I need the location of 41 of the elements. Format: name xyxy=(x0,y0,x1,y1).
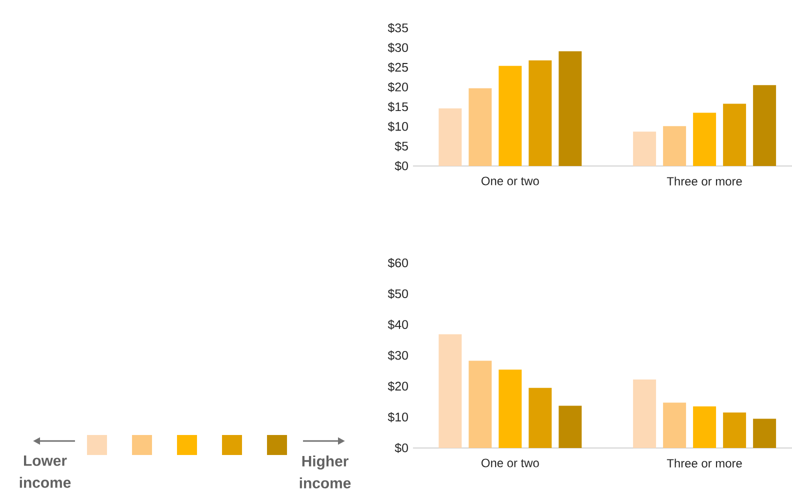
x-tick-label: Three or more xyxy=(666,176,742,186)
bar xyxy=(528,60,552,166)
x-tick-label: One or two xyxy=(482,458,539,468)
bar xyxy=(753,418,776,448)
y-tick-label: $10 xyxy=(388,122,408,132)
bar xyxy=(558,51,582,166)
bar xyxy=(498,66,522,166)
x-tick-label: Three or more xyxy=(666,458,742,468)
y-tick-label: $10 xyxy=(388,412,408,422)
bar xyxy=(663,126,686,166)
bar xyxy=(468,88,492,166)
y-tick-label: $35 xyxy=(388,22,408,34)
x-tick-label: One or two xyxy=(482,176,539,186)
bar xyxy=(438,108,462,166)
bar xyxy=(723,412,746,448)
y-tick-label: $30 xyxy=(388,350,408,361)
bar xyxy=(693,112,716,166)
bar xyxy=(528,388,552,448)
bar xyxy=(723,104,746,166)
y-tick-label: $30 xyxy=(388,42,408,53)
y-tick-label: $40 xyxy=(388,320,408,330)
bar xyxy=(633,380,656,448)
bar xyxy=(558,406,582,448)
y-tick-label: $15 xyxy=(388,102,408,112)
bar xyxy=(468,360,492,448)
bar xyxy=(438,334,462,448)
y-tick-label: $5 xyxy=(394,141,408,152)
text: Lower income xyxy=(20,456,71,488)
y-tick-label: $25 xyxy=(388,62,408,72)
y-tick-label: $20 xyxy=(388,381,408,392)
bar xyxy=(753,85,776,166)
bar xyxy=(498,370,522,448)
y-tick-label: $0 xyxy=(394,160,408,172)
bar xyxy=(633,132,656,166)
text: Higher income xyxy=(300,456,351,488)
bar xyxy=(693,406,716,448)
bar xyxy=(663,402,686,448)
y-tick-label: $0 xyxy=(394,442,408,454)
y-tick-label: $20 xyxy=(388,82,408,92)
y-tick-label: $60 xyxy=(388,258,408,268)
y-tick-label: $50 xyxy=(388,288,408,299)
